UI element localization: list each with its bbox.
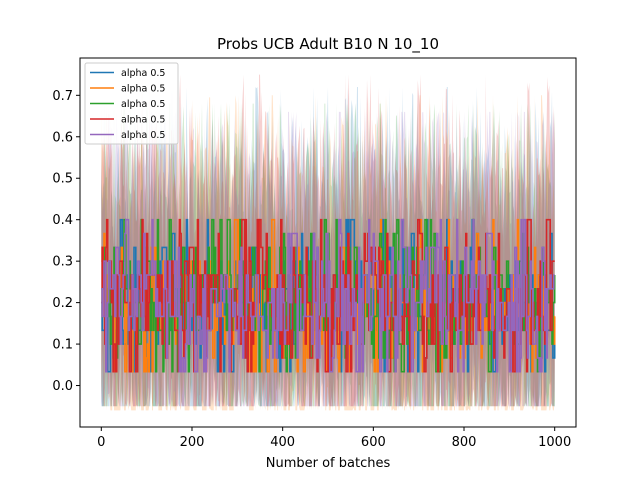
legend-box xyxy=(84,62,179,145)
y-tick-label: 0.4 xyxy=(52,213,73,228)
x-tick-label: 1000 xyxy=(538,435,571,450)
x-tick-label: 600 xyxy=(361,435,386,450)
y-tick-label: 0.5 xyxy=(52,172,73,187)
legend-label: alpha 0.5 xyxy=(121,68,165,79)
y-tick-label: 0.1 xyxy=(52,338,73,353)
legend-label: alpha 0.5 xyxy=(121,130,165,141)
x-tick-label: 400 xyxy=(270,435,295,450)
y-tick-label: 0.6 xyxy=(52,130,73,145)
x-tick-label: 800 xyxy=(452,435,477,450)
x-axis: 0 200 400 600 800 1000 xyxy=(97,427,571,450)
y-tick-label: 0.0 xyxy=(52,379,73,394)
plot-area xyxy=(101,74,556,411)
x-axis-label: Number of batches xyxy=(266,456,391,471)
x-tick-label: 200 xyxy=(180,435,205,450)
y-tick-label: 0.2 xyxy=(52,296,73,311)
y-tick-label: 0.3 xyxy=(52,255,73,270)
series-lines xyxy=(101,218,556,373)
x-tick-label: 0 xyxy=(97,435,105,450)
series-line-5 xyxy=(101,218,555,373)
legend-label: alpha 0.5 xyxy=(121,99,165,110)
y-tick-label: 0.7 xyxy=(52,89,73,104)
legend: alpha 0.5 alpha 0.5 alpha 0.5 alpha 0.5 alph… xyxy=(84,62,179,145)
legend-label: alpha 0.5 xyxy=(121,115,165,126)
y-axis: 0.0 0.1 0.2 0.3 0.4 0.5 0.6 0.7 xyxy=(52,89,80,394)
legend-label: alpha 0.5 xyxy=(121,84,165,95)
chart-title: Probs UCB Adult B10 N 10_10 xyxy=(217,35,439,54)
plot-frame xyxy=(79,57,577,428)
